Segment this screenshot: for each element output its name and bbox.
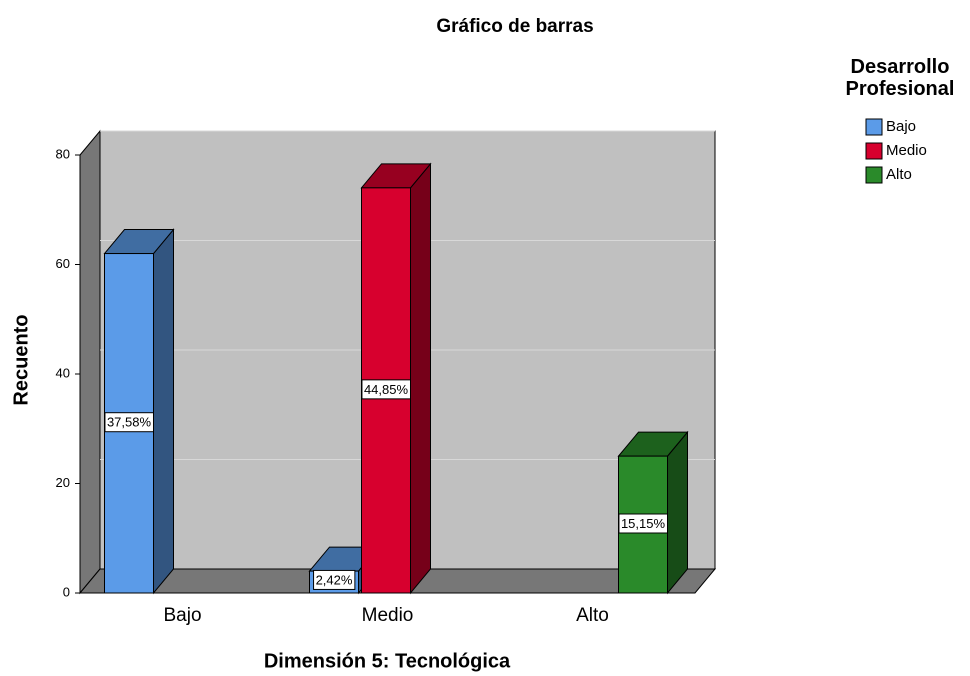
y-tick-label: 40 <box>56 365 70 380</box>
y-tick-label: 20 <box>56 475 70 490</box>
value-label-box <box>104 412 154 433</box>
chart-title: Gráfico de barras <box>436 16 593 37</box>
value-label-group: 2,42% <box>313 569 356 590</box>
y-tick-label: 80 <box>56 146 70 161</box>
value-label-group: 44,85% <box>361 379 411 400</box>
value-label: 2,42% <box>316 572 353 587</box>
x-tick-label: Bajo <box>163 605 201 626</box>
side-wall <box>79 129 101 595</box>
value-label-box <box>618 513 668 534</box>
value-label-box <box>361 379 411 400</box>
value-label-box <box>313 569 356 590</box>
value-label: 44,85% <box>364 382 409 397</box>
bar-side <box>153 228 174 595</box>
legend-swatch <box>865 166 883 184</box>
legend-label: Medio <box>886 142 927 159</box>
value-label-group: 37,58% <box>104 412 154 433</box>
legend-swatch <box>865 142 883 160</box>
legend-label: Bajo <box>886 118 916 135</box>
y-tick-label: 0 <box>63 584 70 599</box>
x-axis-title: Dimensión 5: Tecnológica <box>264 650 511 672</box>
legend-label: Alto <box>886 166 912 183</box>
legend-swatch <box>865 118 883 136</box>
legend-title: Desarrollo Profesional <box>845 56 955 100</box>
bar-side <box>667 430 688 595</box>
y-tick-label: 60 <box>56 256 70 271</box>
x-tick-label: Medio <box>362 605 414 626</box>
y-axis-title: Recuento <box>10 314 32 405</box>
value-label-group: 15,15% <box>618 513 668 534</box>
value-label: 15,15% <box>621 516 666 531</box>
bar-side <box>410 162 431 595</box>
x-tick-label: Alto <box>576 605 609 626</box>
value-label: 37,58% <box>107 415 152 430</box>
